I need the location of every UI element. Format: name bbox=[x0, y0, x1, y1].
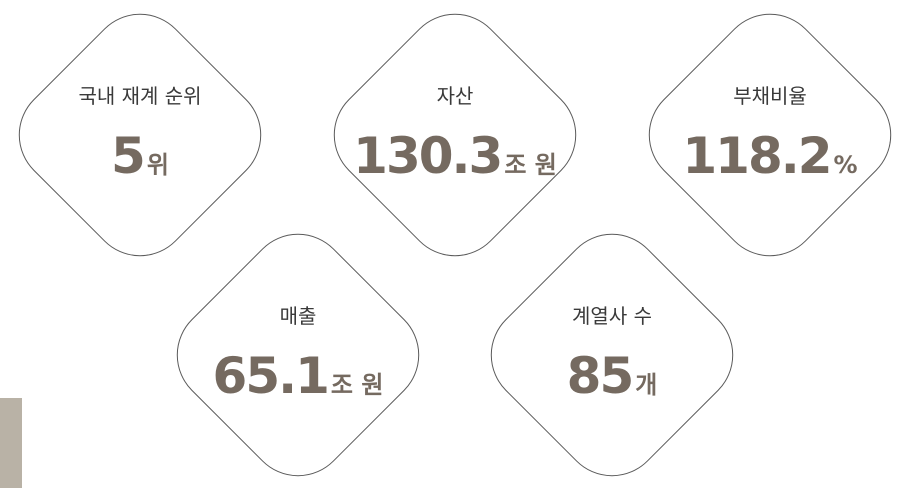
cards: 국내 재계 순위5위자산130.3조 원부채비율118.2%매출65.1조 원계… bbox=[0, 0, 900, 488]
stat-label: 계열사 수 bbox=[572, 304, 652, 328]
stat-value: 130.3 bbox=[353, 127, 501, 185]
stat-value: 118.2 bbox=[682, 127, 830, 185]
stat-unit: % bbox=[834, 151, 858, 179]
stat-value: 85 bbox=[567, 347, 633, 405]
stat-value: 65.1 bbox=[213, 347, 328, 405]
stat-card: 부채비율 118.2% bbox=[629, 0, 900, 276]
stat-label: 국내 재계 순위 bbox=[78, 84, 201, 108]
stat-label: 부채비율 bbox=[733, 84, 807, 108]
stat-unit: 조 원 bbox=[504, 151, 557, 179]
stat-label: 자산 bbox=[437, 84, 474, 108]
building-decoration bbox=[0, 398, 22, 488]
stat-unit: 위 bbox=[147, 151, 169, 179]
stat-value: 5 bbox=[111, 127, 144, 185]
stat-unit: 개 bbox=[635, 371, 657, 399]
infographic: 국내 재계 순위5위자산130.3조 원부채비율118.2%매출65.1조 원계… bbox=[0, 0, 900, 488]
stat-label: 매출 bbox=[280, 304, 317, 328]
stat-unit: 조 원 bbox=[331, 371, 384, 399]
